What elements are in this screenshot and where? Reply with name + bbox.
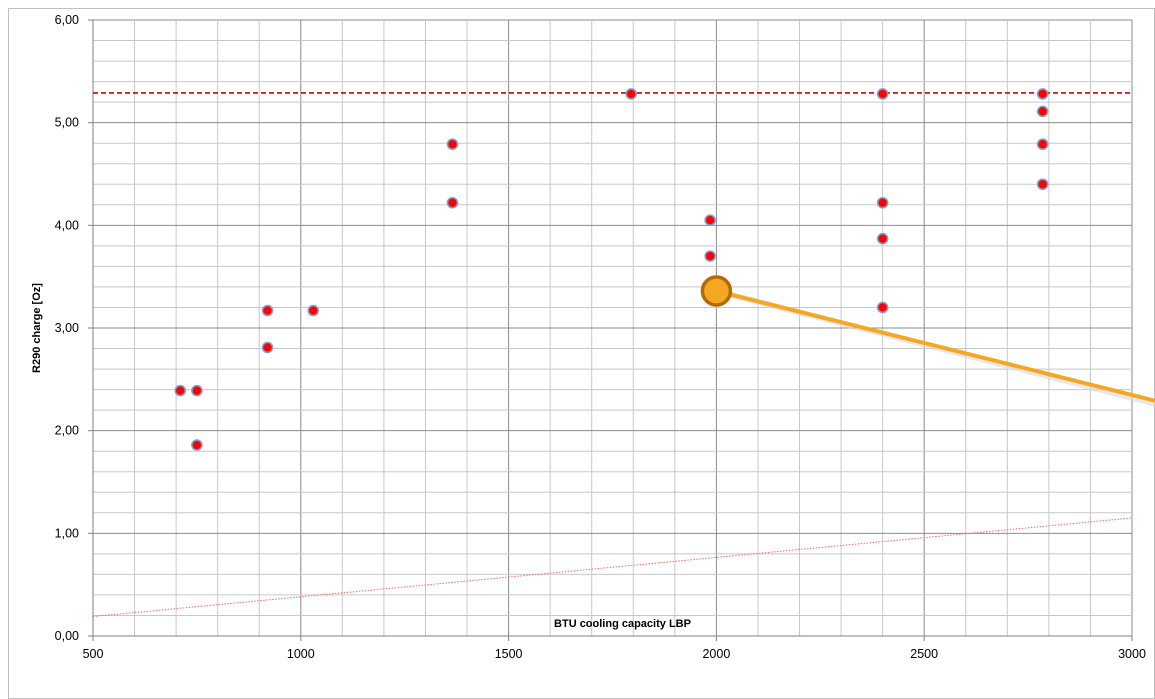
data-point: [876, 88, 889, 100]
data-point: [1036, 105, 1049, 118]
x-tick-label: 500: [83, 647, 104, 661]
x-tick-label: 1500: [495, 647, 523, 661]
annotations: [700, 275, 1155, 407]
x-tick-label: 1000: [287, 647, 315, 661]
data-point: [625, 88, 638, 100]
x-tick-label: 3000: [1118, 647, 1146, 661]
data-point: [704, 214, 716, 226]
data-point: [307, 304, 320, 317]
y-tick-label: 1,00: [55, 526, 79, 540]
data-point: [1036, 88, 1049, 100]
y-tick-label: 0,00: [55, 629, 79, 643]
data-points: [174, 88, 1049, 451]
y-tick-label: 4,00: [55, 218, 79, 232]
data-point: [876, 232, 889, 245]
data-point: [446, 138, 459, 151]
data-point: [191, 439, 203, 451]
data-point: [261, 304, 274, 317]
x-tick-label: 2000: [702, 647, 730, 661]
data-point: [446, 196, 459, 209]
axes: 500 1000 1500 2000 2500 3000 0,00 1,00 2,00 3,00 4…: [55, 13, 1146, 661]
data-point: [191, 384, 203, 397]
y-axis-title: R290 charge [Oz]: [31, 283, 43, 373]
data-point: [704, 250, 716, 262]
grid: [92, 19, 1133, 637]
highlight-callout-line: [715, 289, 1155, 403]
data-point: [261, 341, 274, 354]
highlight-marker: [700, 275, 733, 307]
labels: BTU cooling capacity LBP R290 charge [Oz]: [31, 283, 691, 630]
y-tick-label: 2,00: [55, 424, 79, 438]
data-point: [876, 196, 889, 209]
data-point: [174, 384, 187, 397]
y-tick-label: 5,00: [55, 116, 79, 130]
y-tick-label: 3,00: [55, 321, 79, 335]
data-point: [1036, 178, 1049, 191]
x-tick-label: 2500: [910, 647, 938, 661]
data-point: [1036, 138, 1049, 151]
data-point: [876, 301, 889, 314]
y-tick-label: 6,00: [55, 13, 79, 27]
lines: [92, 92, 1133, 617]
x-axis-title: BTU cooling capacity LBP: [554, 618, 691, 630]
